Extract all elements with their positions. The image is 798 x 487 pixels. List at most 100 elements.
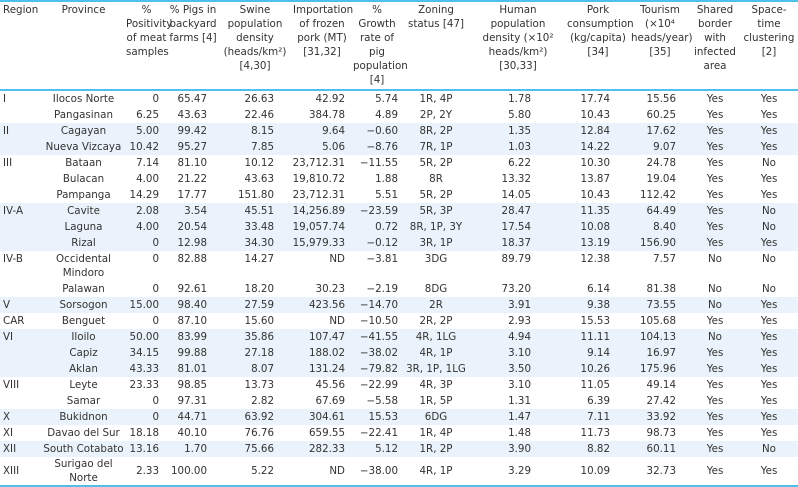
cell-swine-density: 10.12 [244,157,274,169]
cell-swine-density: 8.07 [218,361,292,377]
cell-growth-rate: −14.70 [352,297,402,313]
cell-pork-consumption: 11.05 [580,379,610,391]
cell-region: X [0,409,42,425]
cell-space-time-clustering: Yes [740,123,798,139]
cell-positivity: 0 [152,315,159,327]
cell-growth-rate: −8.76 [352,139,402,155]
cell-backyard: 98.40 [168,297,218,313]
cell-positivity: 14.29 [129,189,159,201]
cell-importation: 9.64 [292,123,352,139]
cell-space-time-clustering: Yes [760,93,778,105]
cell-backyard: 99.88 [168,345,218,361]
cell-tourism: 17.62 [630,123,690,139]
cell-tourism: 104.13 [630,329,690,345]
cell-region: XIII [3,465,20,477]
cell-region: VI [0,329,42,345]
cell-swine-density: 2.82 [251,395,274,407]
cell-importation: 23,712.31 [292,189,345,201]
cell-importation: 423.56 [292,297,352,313]
cell-zoning: 1R, 4P [419,93,453,105]
cell-growth-rate: −38.00 [359,465,398,477]
cell-region: I [3,93,7,105]
cell-swine-density: 63.92 [218,409,292,425]
cell-importation: 67.69 [315,395,345,407]
cell-positivity: 15.00 [125,297,168,313]
cell-positivity: 4.00 [125,219,168,235]
cell-pork-consumption: 15.53 [580,315,610,327]
cell-swine-density: 27.18 [218,345,292,361]
cell-province: Palawan [62,283,105,295]
cell-region [0,219,42,235]
cell-swine-density: 13.73 [244,379,274,391]
cell-positivity: 23.33 [129,379,159,391]
cell-shared-border: Yes [706,315,724,327]
cell-pork-consumption: 6.39 [587,395,610,407]
cell-importation: 107.47 [292,329,352,345]
cell-province: Ilocos Norte [52,93,115,105]
cell-shared-border: No [690,329,740,345]
cell-shared-border: Yes [706,93,724,105]
header-growth-rate: % Growth rate of pig population [4] [353,4,408,86]
table-row: III Bataan 7.14 81.10 10.12 23,712.31 −11.55 5R… [0,155,798,171]
cell-space-time-clustering: No [761,283,776,295]
cell-pork-consumption: 7.11 [566,409,630,425]
cell-region [0,281,42,297]
cell-tourism: 81.38 [646,283,676,295]
cell-region: IV-B [3,253,23,265]
cell-space-time-clustering: Yes [760,189,778,201]
cell-swine-density: 8.15 [218,123,292,139]
cell-shared-border: Yes [706,465,724,477]
cell-human-density: 4.94 [470,329,566,345]
cell-province: Bataan [65,157,102,169]
cell-zoning: 5R, 2P [419,157,453,169]
table-row: Pangasinan 6.25 43.63 22.46 384.78 4.89 2P, 2Y… [0,107,798,123]
cell-zoning: 5R, 3P [402,203,470,219]
cell-positivity: 10.42 [125,139,168,155]
cell-province: Pampanga [56,189,111,201]
header-human-density: Human population density (×10² heads/km²… [482,4,554,72]
cell-tourism: 8.40 [630,219,690,235]
cell-region [0,187,42,203]
cell-shared-border: Yes [706,427,724,439]
cell-backyard: 43.63 [177,109,207,121]
cell-tourism: 27.42 [646,395,676,407]
cell-region: XI [3,427,14,439]
cell-positivity: 13.16 [125,441,168,457]
cell-space-time-clustering: Yes [760,173,778,185]
cell-swine-density: 18.20 [244,283,274,295]
cell-human-density: 3.29 [508,465,531,477]
cell-backyard: 3.54 [168,203,218,219]
cell-zoning: 1R, 5P [419,395,453,407]
table-row: Bulacan 4.00 21.22 43.63 19,810.72 1.88 8R 13.3… [0,171,798,187]
cell-importation: 23,712.31 [292,157,345,169]
cell-region: XII [0,441,42,457]
cell-shared-border: Yes [690,361,740,377]
cell-region [0,361,42,377]
cell-tourism: 15.56 [646,93,676,105]
cell-positivity: 18.18 [129,427,159,439]
cell-swine-density: 7.85 [218,139,292,155]
cell-growth-rate: 5.51 [375,189,398,201]
cell-growth-rate: 0.72 [352,219,402,235]
cell-importation: 14,256.89 [292,203,352,219]
table-row: CAR Benguet 0 87.10 15.60 ND −10.50 2R, 2P 2.93 1… [0,313,798,329]
cell-importation: 282.33 [292,441,352,457]
cell-shared-border: Yes [690,441,740,457]
table-row: V Sorsogon 15.00 98.40 27.59 423.56 −14.70 2R 3.… [0,297,798,313]
cell-swine-density: 26.63 [244,93,274,105]
cell-region: V [0,297,42,313]
cell-pork-consumption: 10.43 [580,189,610,201]
cell-zoning: 4R, 1P [419,465,453,477]
cell-pork-consumption: 11.35 [566,203,630,219]
cell-importation: 384.78 [308,109,345,121]
cell-positivity: 2.08 [125,203,168,219]
cell-backyard: 65.47 [177,93,207,105]
cell-growth-rate: −0.60 [352,123,402,139]
cell-growth-rate: −22.41 [359,427,398,439]
cell-shared-border: Yes [706,109,724,121]
cell-backyard: 81.01 [168,361,218,377]
cell-region: VIII [3,379,20,391]
cell-growth-rate: 5.74 [375,93,398,105]
cell-shared-border: Yes [690,409,740,425]
cell-region [0,171,42,187]
